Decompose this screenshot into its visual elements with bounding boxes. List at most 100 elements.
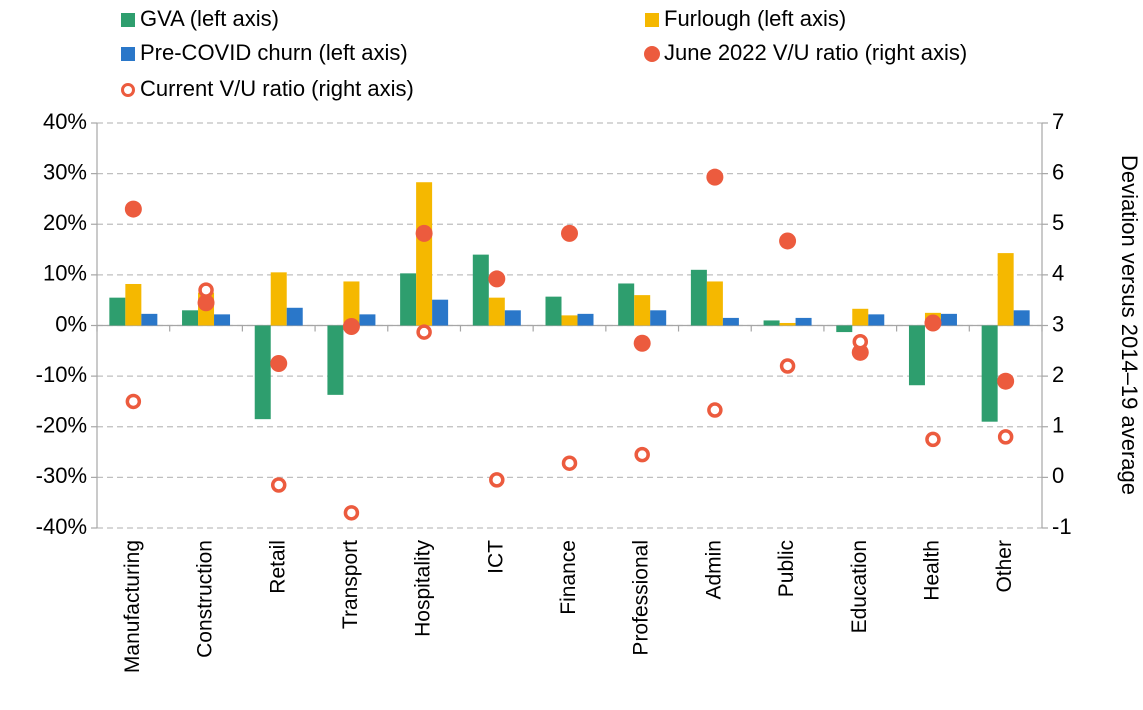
bar — [1013, 310, 1030, 326]
y2-tick-label: 6 — [1052, 159, 1064, 184]
bar — [577, 313, 594, 326]
legend-label: Furlough (left axis) — [664, 6, 846, 31]
legend-swatch — [121, 47, 135, 61]
bar — [359, 314, 376, 326]
y-tick-label: -30% — [36, 463, 87, 488]
legend-label: June 2022 V/U ratio (right axis) — [664, 40, 967, 65]
bar — [908, 325, 925, 386]
bar — [472, 254, 489, 326]
bar — [504, 310, 521, 326]
bar — [836, 325, 853, 333]
y-tick-label: 40% — [43, 109, 87, 134]
bar — [109, 297, 126, 326]
point — [852, 333, 869, 350]
point — [197, 294, 215, 312]
bar — [400, 273, 417, 326]
y-tick-label: 10% — [43, 261, 87, 286]
x-tick-label: Retail — [266, 540, 289, 594]
bar — [634, 295, 651, 326]
bar — [690, 269, 707, 326]
y2-tick-label: 3 — [1052, 311, 1064, 336]
point — [997, 429, 1014, 445]
x-tick-label: ICT — [484, 540, 507, 574]
x-tick-label: Health — [921, 540, 944, 601]
bar — [779, 322, 796, 326]
point — [489, 472, 505, 488]
x-tick-label: Public — [775, 540, 798, 597]
legend-swatch — [644, 46, 660, 62]
bar — [852, 308, 869, 326]
bar — [650, 310, 667, 326]
bar — [706, 281, 723, 326]
y-tick-label: -20% — [36, 413, 87, 438]
point — [561, 455, 578, 471]
point — [779, 232, 797, 250]
bar — [125, 283, 142, 326]
bar — [327, 325, 344, 395]
y-tick-label: -10% — [36, 362, 87, 387]
point — [415, 224, 433, 242]
bar — [722, 317, 739, 326]
point — [707, 402, 723, 418]
point — [779, 358, 796, 374]
legend-label: GVA (left axis) — [140, 6, 279, 31]
bar — [488, 297, 505, 326]
bar — [940, 313, 957, 326]
x-tick-label: Construction — [194, 540, 217, 658]
point — [488, 270, 506, 288]
y2-tick-label: 2 — [1052, 362, 1064, 387]
y2-tick-label: 1 — [1052, 413, 1064, 438]
y2-axis-title: Deviation versus 2014–19 average — [1117, 155, 1142, 495]
point — [634, 446, 650, 463]
point — [416, 324, 432, 340]
bar — [254, 325, 271, 420]
x-tick-label: Other — [993, 540, 1016, 593]
point — [633, 334, 651, 352]
bar — [286, 307, 303, 326]
legend-swatch — [121, 13, 135, 27]
y2-tick-label: 0 — [1052, 463, 1064, 488]
bar — [182, 310, 199, 326]
x-tick-label: Transport — [339, 540, 362, 629]
point — [343, 505, 360, 521]
legend-label: Pre-COVID churn (left axis) — [140, 40, 408, 65]
legend-swatch — [645, 13, 659, 27]
bar — [997, 253, 1014, 326]
y2-tick-label: 5 — [1052, 210, 1064, 235]
bar — [561, 315, 578, 326]
point — [125, 393, 142, 410]
bar — [795, 317, 812, 326]
y-tick-label: 20% — [43, 210, 87, 235]
point — [925, 431, 941, 448]
bar — [214, 314, 231, 326]
point — [342, 318, 360, 336]
y2-tick-label: -1 — [1052, 514, 1072, 539]
bar — [763, 320, 780, 326]
bar — [868, 314, 885, 326]
bar — [432, 299, 449, 326]
point — [561, 224, 578, 242]
bar — [545, 296, 562, 326]
x-tick-label: Education — [848, 540, 871, 633]
point — [198, 282, 214, 298]
point — [270, 477, 287, 493]
bar — [270, 272, 287, 326]
legend-swatch — [121, 83, 135, 97]
y-tick-label: -40% — [36, 514, 87, 539]
x-tick-label: Hospitality — [412, 540, 435, 637]
x-tick-label: Finance — [557, 540, 580, 615]
bar — [416, 182, 433, 326]
y-tick-label: 0% — [55, 311, 87, 336]
point — [997, 372, 1015, 390]
y2-tick-label: 7 — [1052, 109, 1064, 134]
bar — [343, 281, 360, 326]
bar — [141, 313, 158, 326]
x-tick-label: Professional — [630, 540, 653, 656]
y2-tick-label: 4 — [1052, 261, 1064, 286]
bar — [981, 325, 998, 422]
y-tick-label: 30% — [43, 159, 87, 184]
x-tick-label: Admin — [702, 540, 725, 600]
point — [124, 200, 142, 218]
x-tick-label: Manufacturing — [121, 540, 144, 673]
